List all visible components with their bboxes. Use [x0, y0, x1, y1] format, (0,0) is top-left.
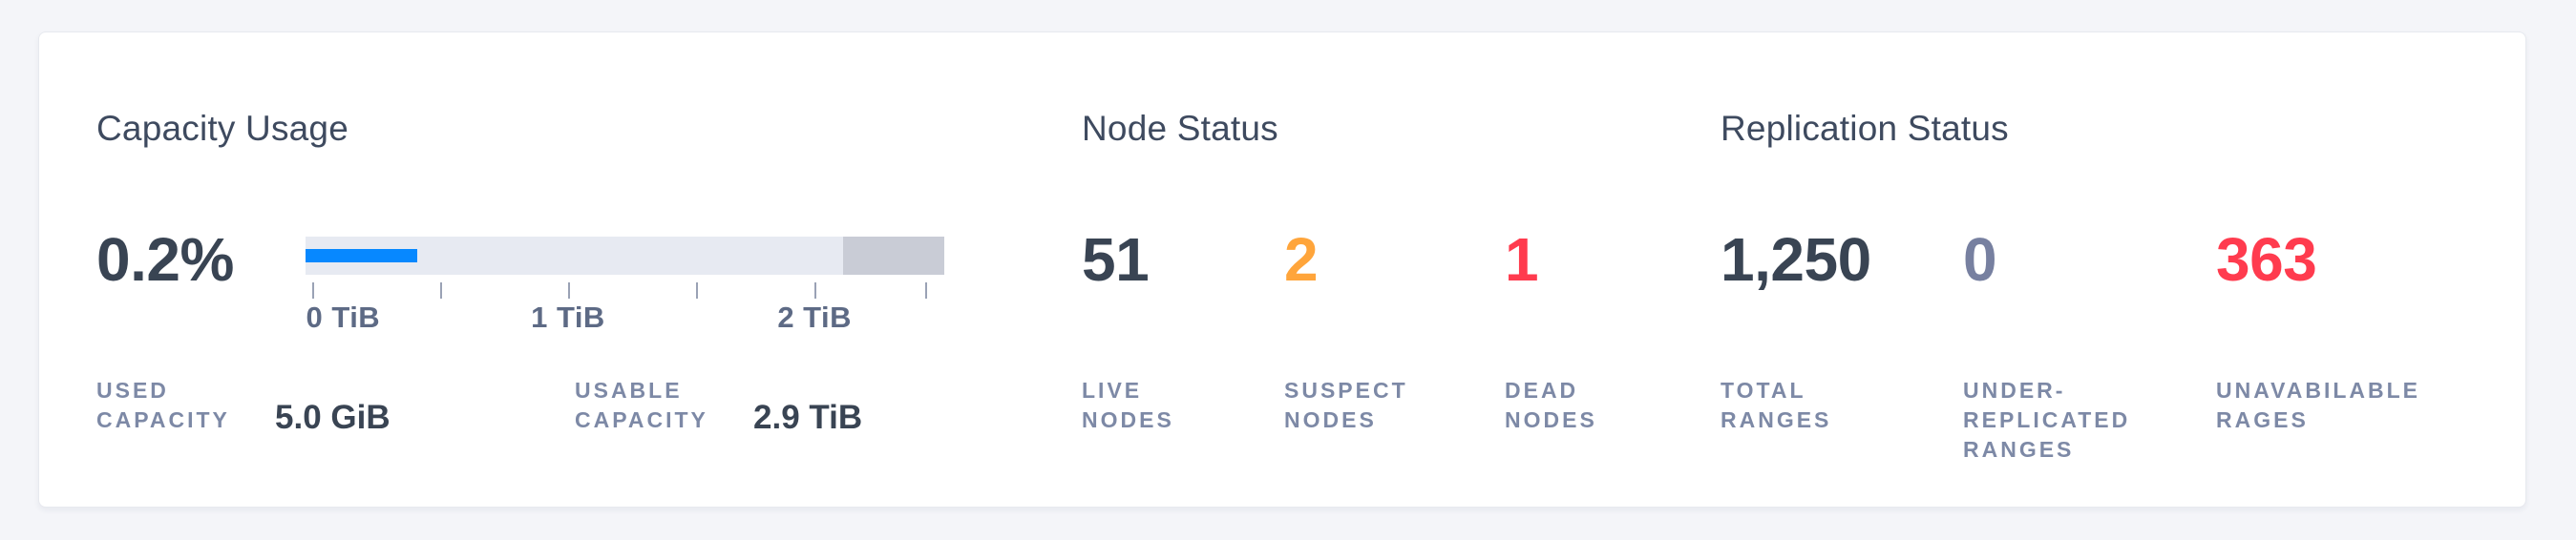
dead-nodes-label: DEAD NODES — [1505, 378, 1597, 432]
live-nodes-value: 51 — [1082, 225, 1150, 294]
unavailable-ranges-stat: 363 UNAVABILABLE RAGES — [2216, 229, 2420, 435]
total-ranges-stat: 1,250 TOTAL RANGES — [1721, 229, 1871, 435]
capacity-gauge-track — [306, 237, 944, 275]
axis-tick-label: 0 TiB — [306, 301, 381, 334]
used-capacity-value: 5.0 GiB — [275, 399, 391, 436]
node-status-title: Node Status — [1082, 109, 1278, 148]
capacity-percent-value: 0.2% — [96, 225, 234, 294]
suspect-nodes-value: 2 — [1284, 225, 1319, 294]
capacity-gauge-used-bar — [306, 249, 418, 262]
suspect-nodes-stat: 2 SUSPECT NODES — [1284, 229, 1408, 435]
axis-tick — [440, 282, 443, 299]
cluster-summary-card: Capacity Usage 0.2% 0 TiB 1 TiB 2 TiB USED… — [38, 31, 2526, 508]
capacity-meta-row: USED CAPACITY 5.0 GiB USABLE CAPACITY 2.… — [96, 376, 1003, 443]
total-ranges-label: TOTAL RANGES — [1721, 378, 1832, 432]
under-replicated-ranges-stat: 0 UNDER- REPLICATED RANGES — [1963, 229, 2130, 465]
axis-tick-label: 2 TiB — [777, 301, 853, 334]
capacity-gauge-ticks — [306, 282, 944, 299]
capacity-gauge-reserved-bar — [843, 237, 944, 275]
axis-tick-label: 1 TiB — [531, 301, 605, 334]
axis-tick — [924, 282, 927, 299]
capacity-usage-section: Capacity Usage 0.2% 0 TiB 1 TiB 2 TiB USED… — [96, 108, 1032, 489]
live-nodes-stat: 51 LIVE NODES — [1082, 229, 1174, 435]
replication-status-section: Replication Status 1,250 TOTAL RANGES 0 … — [1721, 108, 2465, 489]
dead-nodes-value: 1 — [1505, 225, 1539, 294]
axis-tick — [814, 282, 817, 299]
live-nodes-label: LIVE NODES — [1082, 378, 1174, 432]
axis-tick — [695, 282, 698, 299]
capacity-gauge-chart: 0 TiB 1 TiB 2 TiB — [306, 237, 944, 335]
dead-nodes-stat: 1 DEAD NODES — [1505, 229, 1597, 435]
node-status-section: Node Status 51 LIVE NODES 2 SUSPECT NODE… — [1082, 108, 1693, 489]
usable-capacity-label: USABLE CAPACITY — [575, 378, 708, 432]
replication-status-title: Replication Status — [1721, 109, 2009, 148]
suspect-nodes-label: SUSPECT NODES — [1284, 378, 1408, 432]
capacity-usage-title: Capacity Usage — [96, 109, 348, 148]
axis-tick — [311, 282, 314, 299]
usable-capacity-value: 2.9 TiB — [753, 399, 863, 436]
under-replicated-ranges-value: 0 — [1963, 225, 1997, 294]
used-capacity-label: USED CAPACITY — [96, 378, 230, 432]
total-ranges-value: 1,250 — [1721, 225, 1871, 294]
unavailable-ranges-value: 363 — [2216, 225, 2317, 294]
capacity-gauge-tick-labels: 0 TiB 1 TiB 2 TiB — [306, 301, 944, 335]
under-replicated-ranges-label: UNDER- REPLICATED RANGES — [1963, 378, 2131, 462]
axis-tick — [567, 282, 570, 299]
unavailable-ranges-label: UNAVABILABLE RAGES — [2216, 378, 2421, 432]
